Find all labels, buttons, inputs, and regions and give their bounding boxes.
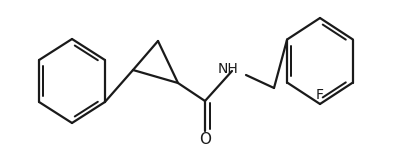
Text: O: O	[199, 131, 211, 147]
Text: F: F	[316, 88, 324, 102]
Text: NH: NH	[218, 62, 238, 76]
